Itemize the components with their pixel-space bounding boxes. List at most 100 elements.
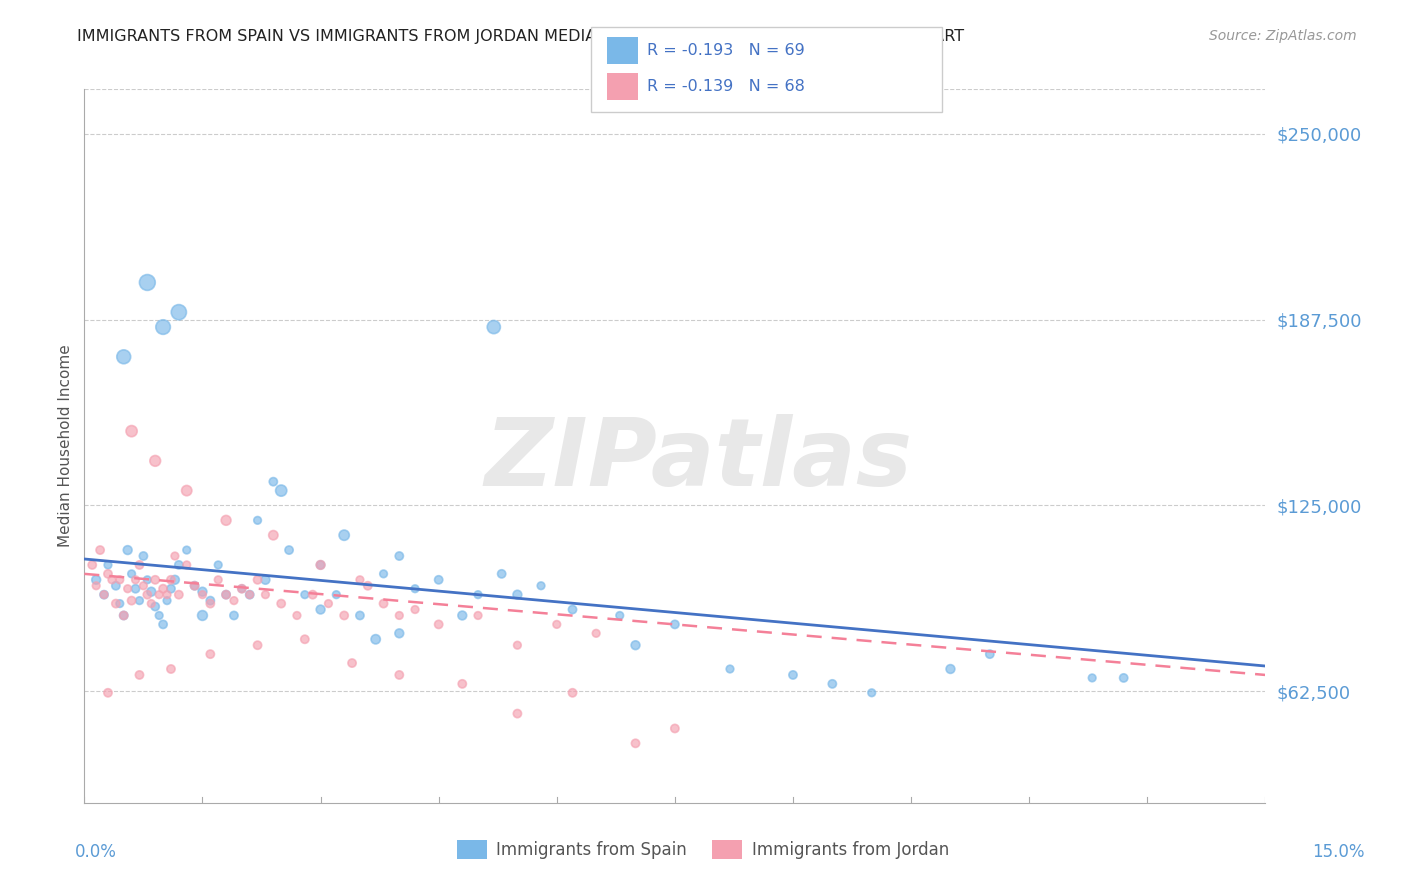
Point [222, 608, 245, 623]
Point [664, 722, 686, 736]
Point [609, 608, 631, 623]
Point [451, 608, 474, 623]
Point [979, 647, 1001, 661]
Point [121, 593, 143, 607]
Point [546, 617, 568, 632]
Point [121, 566, 143, 581]
Point [1081, 671, 1104, 685]
Point [132, 549, 155, 563]
Point [782, 668, 804, 682]
Point [318, 597, 340, 611]
Point [231, 582, 253, 596]
Point [152, 582, 174, 596]
Point [160, 573, 183, 587]
Point [388, 668, 411, 682]
Point [112, 608, 135, 623]
Point [467, 588, 489, 602]
Point [491, 566, 513, 581]
Point [108, 573, 131, 587]
Point [388, 549, 411, 563]
Point [176, 558, 198, 572]
Point [152, 320, 174, 334]
Point [93, 588, 115, 602]
Point [191, 584, 214, 599]
Point [467, 608, 489, 623]
Point [239, 588, 262, 602]
Point [176, 543, 198, 558]
Point [160, 582, 183, 596]
Point [222, 593, 245, 607]
Point [156, 593, 179, 607]
Point [270, 597, 292, 611]
Point [718, 662, 741, 676]
Point [254, 573, 277, 587]
Point [136, 276, 159, 290]
Point [124, 573, 146, 587]
Point [97, 686, 120, 700]
Point [97, 566, 120, 581]
Point [294, 632, 316, 647]
Point [112, 350, 135, 364]
Point [349, 573, 371, 587]
Point [112, 608, 135, 623]
Point [167, 305, 190, 319]
Point [124, 582, 146, 596]
Point [427, 617, 450, 632]
Point [388, 608, 411, 623]
Point [183, 579, 205, 593]
Point [143, 599, 166, 614]
Point [388, 626, 411, 640]
Point [117, 582, 139, 596]
Point [108, 597, 131, 611]
Point [506, 588, 529, 602]
Y-axis label: Median Household Income: Median Household Income [58, 344, 73, 548]
Point [191, 588, 214, 602]
Point [148, 608, 170, 623]
Point [207, 558, 229, 572]
Point [89, 543, 111, 558]
Point [104, 597, 127, 611]
Point [141, 584, 163, 599]
Point [309, 558, 332, 572]
Point [427, 573, 450, 587]
Point [167, 558, 190, 572]
Point [246, 638, 269, 652]
Point [624, 638, 647, 652]
Point [121, 424, 143, 438]
Text: 15.0%: 15.0% [1312, 843, 1365, 861]
Point [143, 454, 166, 468]
Point [104, 579, 127, 593]
Point [309, 558, 332, 572]
Point [215, 513, 238, 527]
Point [373, 566, 395, 581]
Point [246, 573, 269, 587]
Point [285, 608, 308, 623]
Point [357, 579, 380, 593]
Point [160, 662, 183, 676]
Point [97, 558, 120, 572]
Point [84, 573, 107, 587]
Point [939, 662, 962, 676]
Point [325, 588, 347, 602]
Point [200, 647, 222, 661]
Point [1112, 671, 1135, 685]
Point [136, 573, 159, 587]
Point [200, 597, 222, 611]
Legend: Immigrants from Spain, Immigrants from Jordan: Immigrants from Spain, Immigrants from J… [450, 833, 956, 866]
Point [294, 588, 316, 602]
Point [128, 668, 150, 682]
Point [349, 608, 371, 623]
Point [664, 617, 686, 632]
Point [84, 579, 107, 593]
Point [340, 656, 363, 670]
Point [482, 320, 505, 334]
Point [101, 573, 124, 587]
Point [270, 483, 292, 498]
Point [451, 677, 474, 691]
Point [136, 588, 159, 602]
Text: Source: ZipAtlas.com: Source: ZipAtlas.com [1209, 29, 1357, 43]
Point [239, 588, 262, 602]
Point [506, 706, 529, 721]
Point [333, 528, 356, 542]
Point [132, 579, 155, 593]
